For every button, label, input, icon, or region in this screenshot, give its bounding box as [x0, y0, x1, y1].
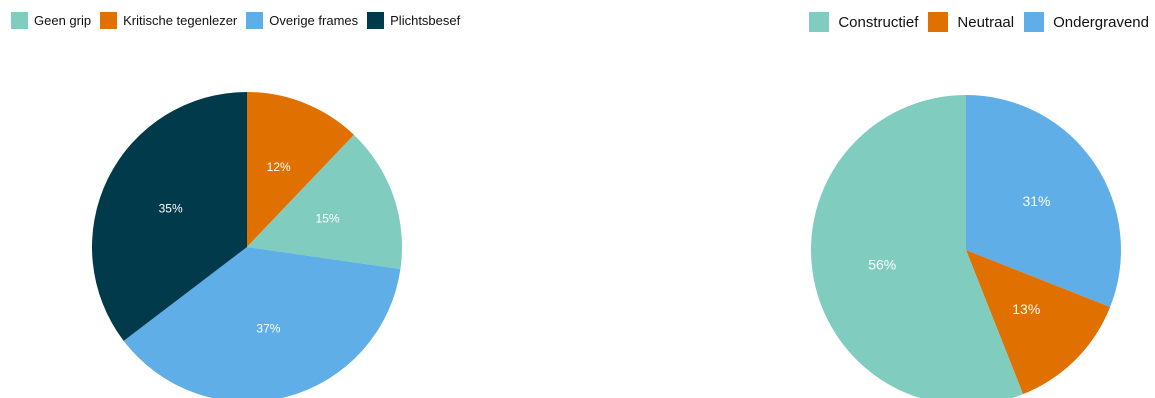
legend-item-overige-frames[interactable]: Overige frames [246, 12, 358, 29]
pie-slice-neutraal[interactable] [966, 250, 1111, 395]
legend-label: Constructief [838, 13, 919, 31]
legend-item-geen-grip[interactable]: Geen grip [11, 12, 91, 29]
legend-item-plichtsbesef[interactable]: Plichtsbesef [367, 12, 460, 29]
legend-swatch [928, 12, 949, 32]
pie-slice-geen-grip[interactable] [247, 134, 402, 270]
pie-svg: 31% 13% 56% [811, 95, 1121, 398]
legend-swatch [367, 12, 385, 29]
legend-label: Neutraal [957, 13, 1015, 31]
legend: Geen grip Kritische tegenlezer Overige fra… [11, 12, 469, 29]
legend-swatch [809, 12, 830, 32]
legend-item-constructief[interactable]: Constructief [809, 12, 918, 32]
slice-label-ondergravend: 31% [1022, 193, 1050, 209]
pie-slice-overige-frames[interactable] [123, 247, 401, 398]
slice-label-constructief: 56% [868, 257, 896, 273]
pie-chart-tone: Constructief Neutraal Ondergravend 31% 13% 5… [560, 0, 1155, 398]
slice-label-overige-frames: 37% [256, 322, 280, 336]
slice-label-plichtsbesef: 35% [159, 201, 183, 215]
slice-label-kritische-tegenlezer: 12% [267, 160, 291, 174]
pie-slice-plichtsbesef[interactable] [91, 91, 247, 341]
legend-label: Geen grip [34, 13, 92, 28]
pie-slice-ondergravend[interactable] [966, 95, 1121, 308]
legend-swatch [11, 12, 28, 29]
pie-svg: 12% 15% 37% 35% [91, 91, 402, 398]
legend-swatch [1024, 12, 1045, 32]
legend-swatch [246, 12, 264, 29]
legend-swatch [100, 12, 118, 29]
legend-label: Kritische tegenlezer [123, 13, 238, 28]
pie-chart-frames: Geen grip Kritische tegenlezer Overige fra… [0, 0, 560, 398]
legend-label: Overige frames [269, 13, 359, 28]
legend-item-neutraal[interactable]: Neutraal [928, 12, 1014, 32]
legend-item-ondergravend[interactable]: Ondergravend [1024, 12, 1149, 32]
pie-slice-constructief[interactable] [811, 95, 1024, 398]
legend-label: Ondergravend [1053, 13, 1149, 31]
slice-label-neutraal: 13% [1012, 301, 1040, 317]
legend-item-kritische-tegenlezer[interactable]: Kritische tegenlezer [100, 12, 237, 29]
pie-slice-kritische-tegenlezer[interactable] [247, 92, 354, 247]
slice-label-geen-grip: 15% [316, 211, 340, 225]
legend-label: Plichtsbesef [390, 13, 461, 28]
legend: Constructief Neutraal Ondergravend [799, 12, 1149, 32]
